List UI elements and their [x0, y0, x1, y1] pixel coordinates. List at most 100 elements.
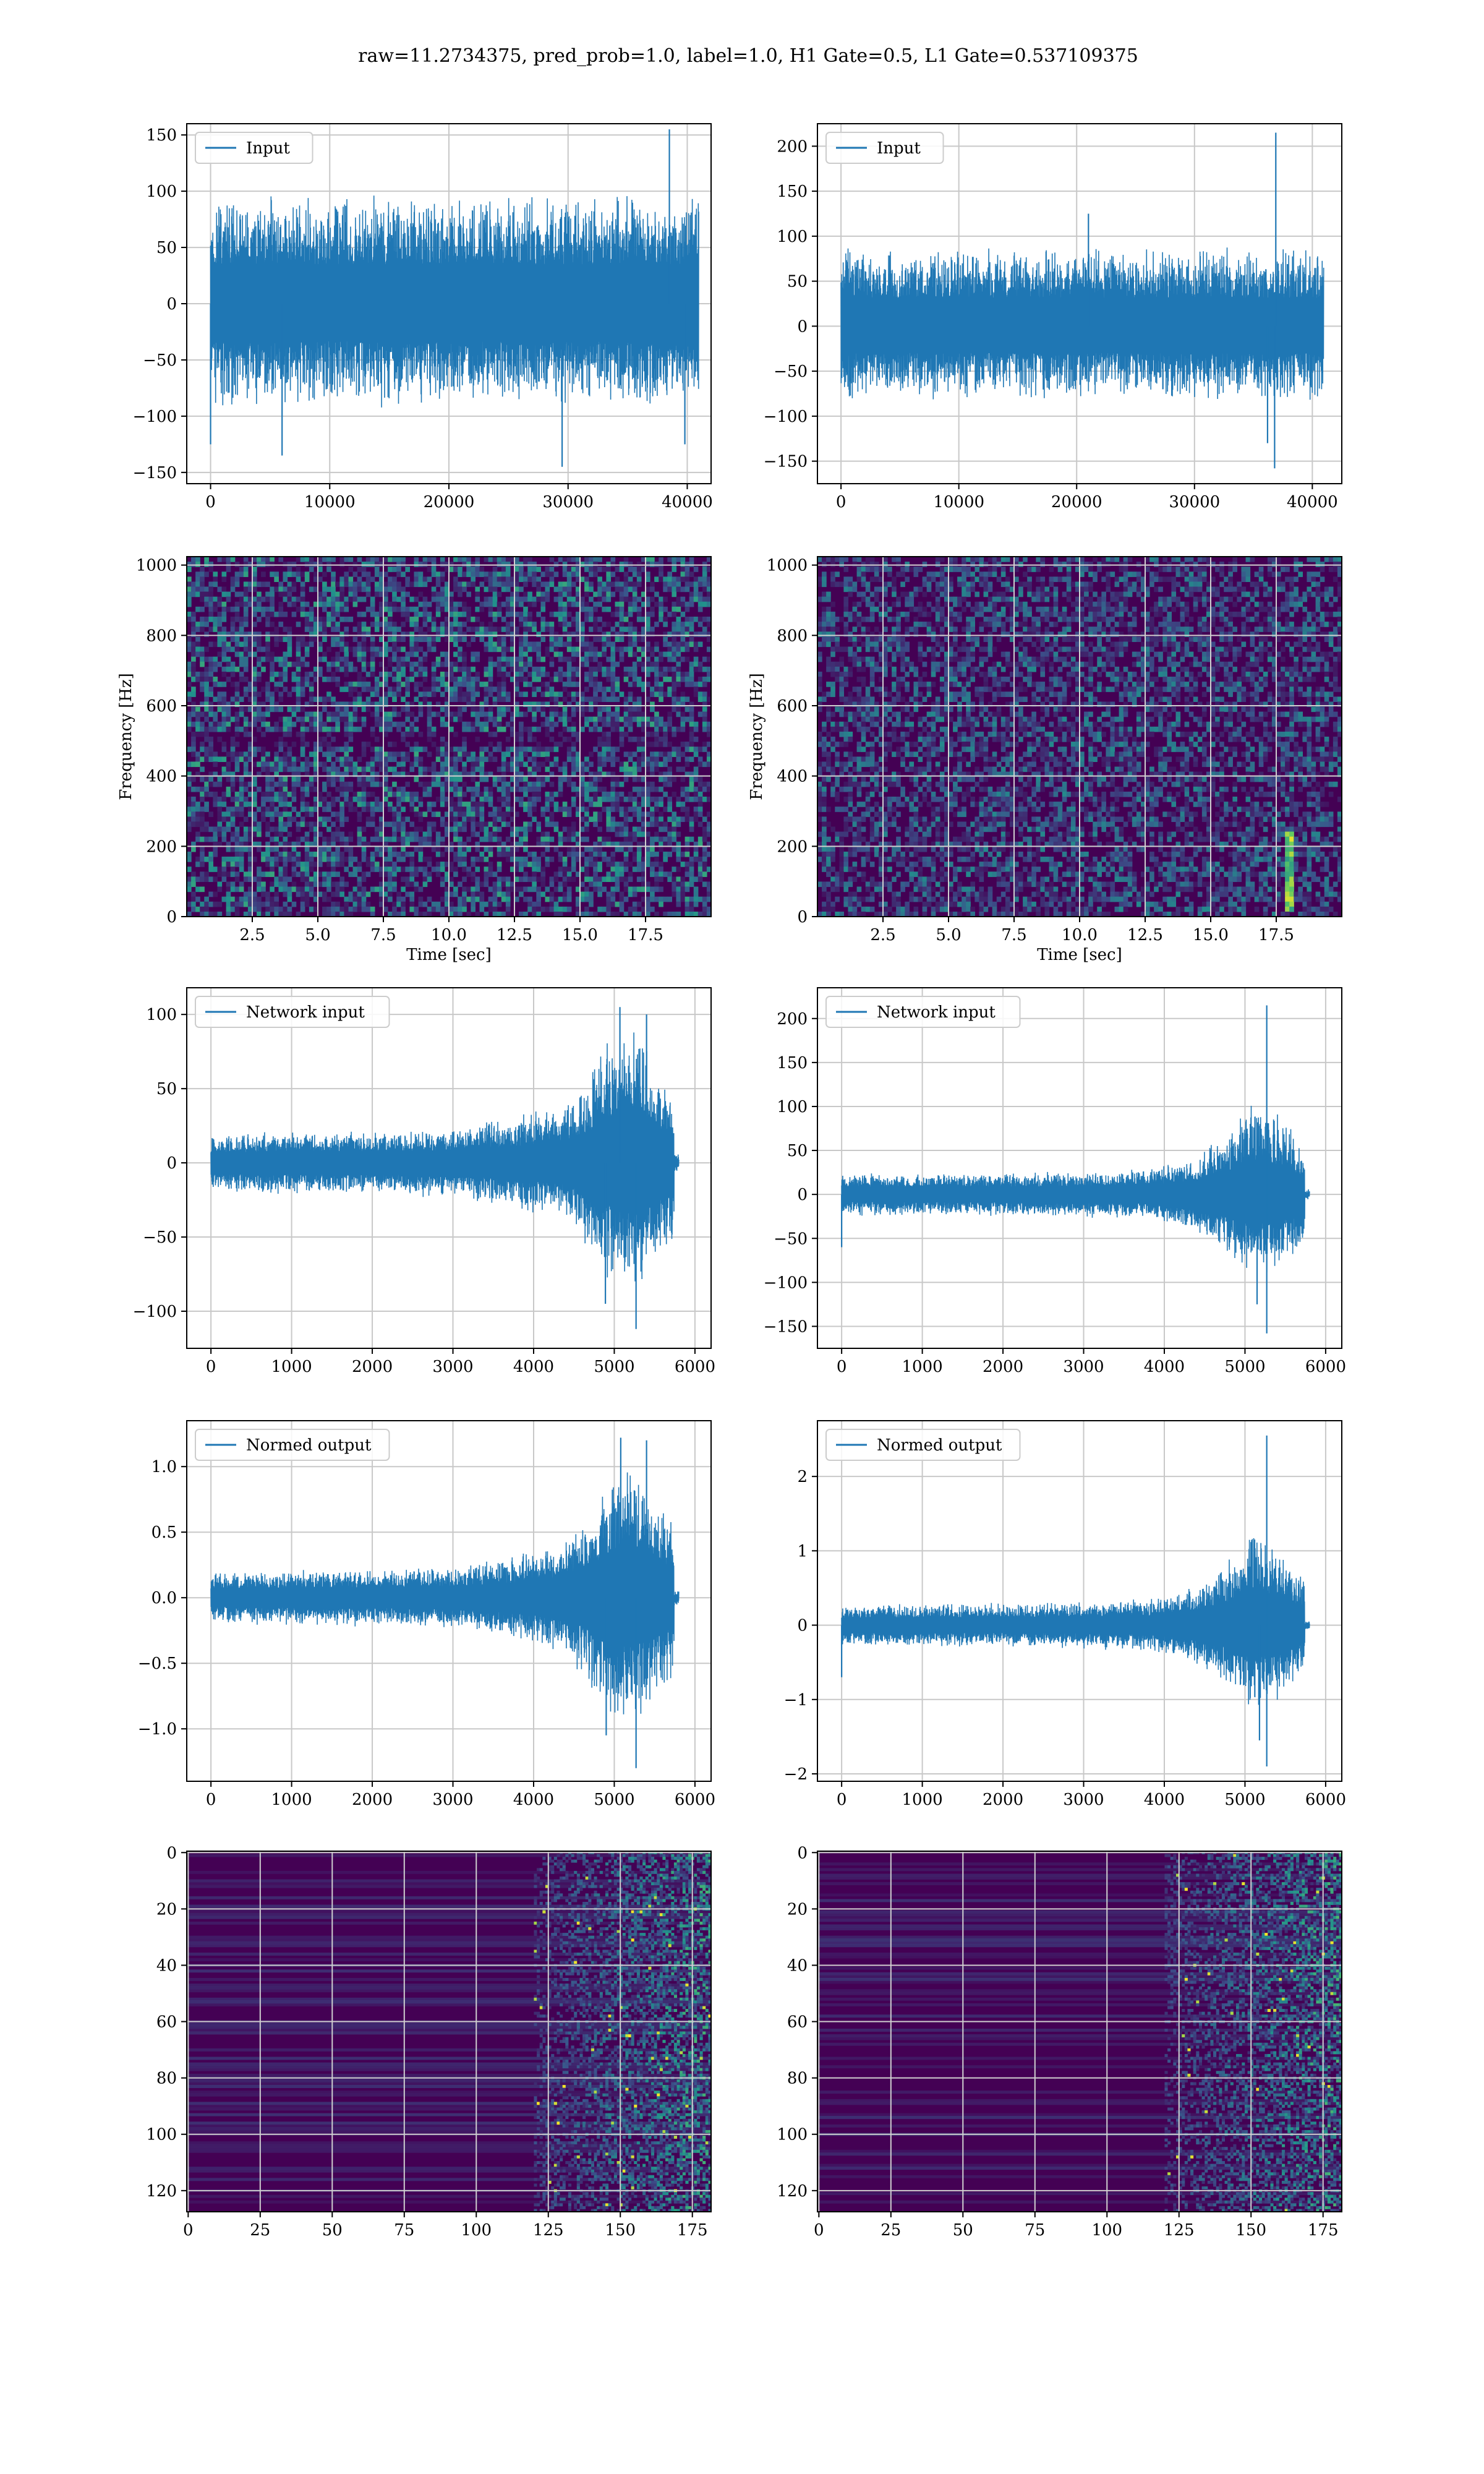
axes-frame — [817, 123, 1342, 484]
y-tick-label: −0.5 — [138, 1654, 177, 1673]
axes-feature-map-l1: 0 25 50 75 100 125 150 175 0 20 40 60 80 100 120 — [777, 1844, 1342, 2240]
y-tick-label: 600 — [146, 697, 177, 716]
x-tick-label: 10000 — [933, 493, 984, 511]
x-tick-label: 0 — [814, 2221, 824, 2240]
x-tick-label: 2.5 — [239, 926, 265, 944]
y-tick-label: 40 — [156, 1956, 177, 1975]
axes-network-input-h1: 0 1000 2000 3000 4000 5000 6000 −100 −50 0 50 100 Ne… — [133, 987, 715, 1376]
gridlines — [817, 1851, 1342, 2212]
x-tick-label: 17.5 — [628, 926, 663, 944]
y-tick-label: 400 — [146, 768, 177, 786]
x-tick-label: 50 — [322, 2221, 343, 2240]
y-tick-label: 50 — [787, 273, 808, 291]
y-tick-label: 1000 — [136, 557, 177, 575]
x-tick-label: 150 — [1235, 2221, 1266, 2240]
legend: Normed output — [825, 1429, 1021, 1461]
x-tick-label: 0 — [836, 493, 846, 511]
y-tick-label: 40 — [787, 1956, 808, 1975]
x-tick-label: 100 — [461, 2221, 492, 2240]
x-tick-label: 75 — [1025, 2221, 1045, 2240]
y-tick-label: 200 — [777, 1010, 808, 1029]
x-tick-label: 7.5 — [370, 926, 396, 944]
x-tick-label: 15.0 — [1193, 926, 1229, 944]
x-tick-label: 1000 — [271, 1358, 312, 1376]
x-tick-label: 40000 — [1287, 493, 1338, 511]
y-tick-label: 150 — [146, 126, 177, 145]
y-tick-label: 100 — [146, 2126, 177, 2144]
y-tick-label: 200 — [146, 837, 177, 856]
tick-labels: 2.5 5.0 7.5 10.0 12.5 15.0 17.5 0 200 400 600 800 10… — [136, 557, 663, 944]
y-tick-label: 20 — [787, 1900, 808, 1919]
x-tick-label: 3000 — [1063, 1358, 1104, 1376]
y-tick-label: 50 — [787, 1142, 808, 1160]
x-tick-label: 1000 — [902, 1358, 943, 1376]
x-tick-label: 6000 — [675, 1791, 715, 1809]
feature-map-cells — [817, 1851, 1342, 2212]
axes-frame — [817, 987, 1342, 1349]
x-tick-label: 0 — [205, 493, 216, 511]
y-tick-label: 0 — [797, 1617, 808, 1635]
x-tick-label: 15.0 — [562, 926, 598, 944]
x-tick-label: 10000 — [304, 493, 356, 511]
series — [210, 1007, 680, 1329]
y-tick-label: −100 — [133, 1303, 177, 1321]
y-tick-label: 80 — [787, 2070, 808, 2088]
axes-frame — [186, 1420, 712, 1782]
x-tick-label: 4000 — [513, 1791, 554, 1809]
y-tick-label: 0 — [797, 1186, 808, 1204]
x-tick-label: 6000 — [675, 1358, 715, 1376]
y-tick-label: 0.0 — [151, 1589, 177, 1607]
x-tick-label: 0 — [837, 1358, 847, 1376]
y-tick-label: −50 — [143, 1228, 177, 1247]
y-axis-label: Frequency [Hz] — [748, 673, 766, 800]
axes-input-h1: 0 10000 20000 30000 40000 −150 −100 −50 0 50 100 15… — [133, 123, 713, 511]
series-line — [210, 195, 699, 408]
x-tick-label: 3000 — [432, 1791, 473, 1809]
x-tick-label: 5.0 — [936, 926, 961, 944]
y-tick-label: 200 — [777, 137, 808, 156]
x-tick-label: 2.5 — [870, 926, 895, 944]
legend-label: Network input — [877, 1003, 996, 1022]
x-tick-label: 0 — [206, 1791, 216, 1809]
y-tick-label: 120 — [777, 2182, 808, 2201]
y-tick-label: 0 — [797, 908, 808, 927]
legend: Input — [825, 132, 944, 164]
y-tick-label: −150 — [764, 1317, 808, 1336]
y-tick-label: 1 — [797, 1542, 808, 1560]
legend-label: Input — [877, 139, 921, 158]
x-tick-label: 50 — [953, 2221, 973, 2240]
axes-feature-map-h1: 0 25 50 75 100 125 150 175 0 20 40 60 80 100 120 — [146, 1844, 712, 2240]
x-tick-label: 6000 — [1305, 1791, 1346, 1809]
y-tick-label: 100 — [777, 228, 808, 246]
legend-label: Input — [246, 139, 290, 158]
x-tick-label: 100 — [1091, 2221, 1122, 2240]
axes-frame — [186, 987, 712, 1349]
legend: Input — [195, 132, 313, 164]
axes-frame — [817, 556, 1342, 917]
y-tick-label: 150 — [777, 182, 808, 201]
tick-labels: 2.5 5.0 7.5 10.0 12.5 15.0 17.5 0 200 400 600 800 10… — [767, 557, 1294, 944]
axes-spectrogram-h1: 2.5 5.0 7.5 10.0 12.5 15.0 17.5 0 200 400 600 800 10… — [117, 556, 712, 964]
y-tick-label: 60 — [156, 2013, 177, 2032]
x-tick-label: 125 — [533, 2221, 564, 2240]
x-tick-label: 0 — [206, 1358, 216, 1376]
x-tick-label: 2000 — [352, 1791, 393, 1809]
x-tick-label: 125 — [1164, 2221, 1195, 2240]
y-tick-label: −1 — [784, 1691, 808, 1710]
legend: Normed output — [195, 1429, 390, 1461]
x-tick-label: 0 — [837, 1791, 847, 1809]
y-tick-label: −1.0 — [138, 1720, 177, 1739]
x-tick-label: 1000 — [271, 1791, 312, 1809]
y-tick-label: −50 — [774, 362, 808, 381]
y-tick-label: 120 — [146, 2182, 177, 2201]
x-tick-label: 40000 — [662, 493, 713, 511]
feature-map-cells — [187, 1851, 711, 2212]
y-tick-label: 0 — [166, 1154, 177, 1173]
x-tick-label: 12.5 — [1127, 926, 1163, 944]
y-tick-label: 0.5 — [151, 1523, 177, 1542]
gridlines — [817, 1421, 1342, 1781]
y-tick-label: 400 — [777, 768, 808, 786]
axes-network-input-l1: 0 1000 2000 3000 4000 5000 6000 −150 −100 −50 0 50 1… — [764, 987, 1346, 1376]
x-tick-label: 1000 — [902, 1791, 943, 1809]
gridlines — [187, 1851, 711, 2212]
